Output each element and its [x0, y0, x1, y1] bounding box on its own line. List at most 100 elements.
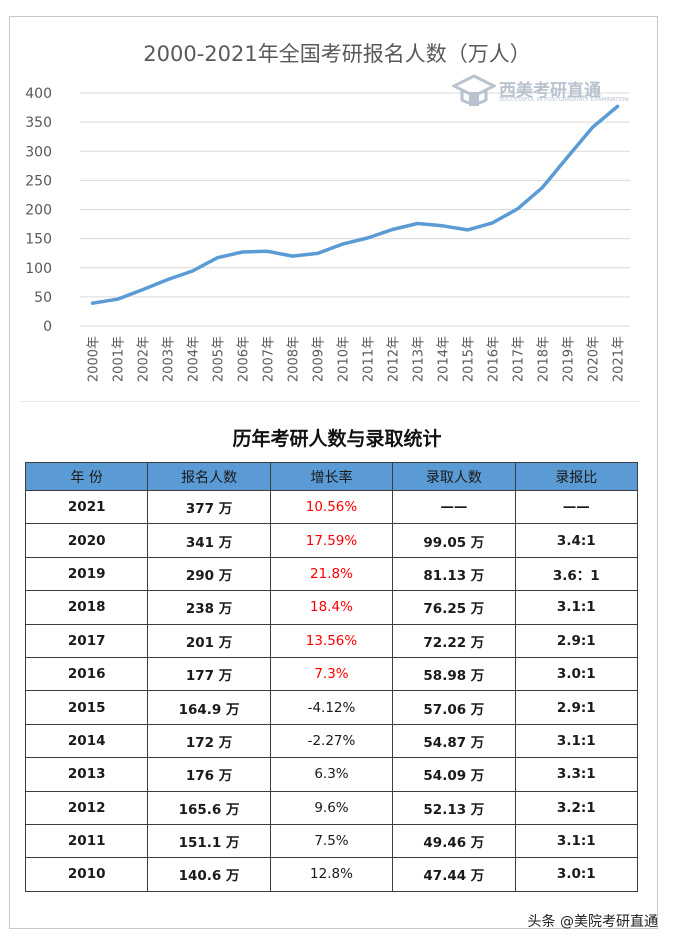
- cell-growth: 9.6%: [269, 790, 394, 825]
- x-tick-label: 2011年: [362, 336, 377, 382]
- cell-applicants: 165.6 万: [147, 790, 271, 825]
- x-tick-label: 2020年: [587, 336, 602, 382]
- cell-growth: 13.56%: [269, 623, 394, 658]
- header-growth: 增长率: [269, 462, 394, 491]
- chart-title: 2000-2021年全国考研报名人数（万人）: [143, 42, 531, 66]
- cell-ratio: 3.6：1: [514, 556, 639, 592]
- cell-admitted: 99.05 万: [392, 523, 516, 558]
- x-tick-label: 2003年: [162, 336, 177, 382]
- series-layer: [90, 104, 620, 305]
- y-tick-label: 250: [25, 173, 52, 189]
- cell-growth: 10.56%: [269, 489, 394, 525]
- cell-applicants: 290 万: [147, 556, 271, 592]
- cell-year: 2019: [24, 556, 149, 592]
- header-ratio: 录报比: [514, 462, 639, 491]
- cell-applicants: 201 万: [147, 623, 271, 658]
- x-tick-label: 2009年: [312, 336, 327, 382]
- line-chart: 0 50 100 150 200 250 300 350 400 2000年 2001年 2002年…: [25, 86, 630, 382]
- table-row: 2015 164.9 万 -4.12% 57.06 万 2.9:1: [24, 690, 639, 725]
- cell-year: 2018: [24, 590, 149, 625]
- x-tick-label: 2013年: [412, 336, 427, 382]
- x-tick-label: 2019年: [562, 336, 577, 382]
- table-row: 2010 140.6 万 12.8% 47.44 万 3.0:1: [24, 857, 639, 892]
- cell-growth: 7.5%: [269, 823, 394, 859]
- cell-ratio: 3.0:1: [514, 857, 639, 892]
- x-tick-label: 2005年: [212, 336, 227, 382]
- cell-ratio: 3.2:1: [514, 790, 639, 825]
- cell-growth: -4.12%: [269, 690, 394, 725]
- cell-year: 2016: [24, 656, 149, 692]
- cell-applicants: 164.9 万: [147, 690, 271, 725]
- y-tick-label: 300: [25, 144, 52, 160]
- header-year: 年 份: [24, 462, 149, 491]
- cell-growth: -2.27%: [269, 723, 394, 759]
- cell-admitted: 47.44 万: [392, 857, 516, 892]
- cell-applicants: 176 万: [147, 757, 271, 792]
- cell-ratio: 2.9:1: [514, 690, 639, 725]
- cell-year: 2014: [24, 723, 149, 759]
- y-axis-ticks: 0 50 100 150 200 250 300 350 400: [25, 86, 52, 335]
- y-tick-label: 0: [43, 319, 52, 335]
- x-tick-label: 2010年: [337, 336, 352, 382]
- header-applicants: 报名人数: [147, 462, 271, 491]
- cell-ratio: ——: [514, 489, 639, 525]
- table-row: 2017 201 万 13.56% 72.22 万 2.9:1: [24, 623, 639, 658]
- x-tick-label: 2008年: [287, 336, 302, 382]
- x-axis-ticks: 2000年 2001年 2002年 2003年 2004年 2005年 2006年 2007年…: [87, 336, 627, 382]
- grid-lines: [80, 92, 630, 327]
- cell-applicants: 172 万: [147, 723, 271, 759]
- x-tick-label: 2021年: [612, 336, 627, 382]
- table-body: 2021 377 万 10.56% —— —— 2020 341 万 17.59% 99.05 …: [24, 489, 639, 892]
- y-tick-label: 400: [25, 86, 52, 102]
- cell-growth: 17.59%: [269, 523, 394, 558]
- cell-year: 2011: [24, 823, 149, 859]
- x-tick-label: 2001年: [112, 336, 127, 382]
- cell-admitted: 72.22 万: [392, 623, 516, 658]
- table-row: 2020 341 万 17.59% 99.05 万 3.4:1: [24, 523, 639, 558]
- cell-admitted: 49.46 万: [392, 823, 516, 859]
- y-tick-label: 150: [25, 232, 52, 248]
- cell-ratio: 3.1:1: [514, 723, 639, 759]
- table-row: 2011 151.1 万 7.5% 49.46 万 3.1:1: [24, 823, 639, 859]
- cell-ratio: 3.4:1: [514, 523, 639, 558]
- y-tick-label: 200: [25, 203, 52, 219]
- x-tick-label: 2004年: [187, 336, 202, 382]
- cell-growth: 18.4%: [269, 590, 394, 625]
- cell-admitted: 54.87 万: [392, 723, 516, 759]
- cell-admitted: ——: [392, 489, 516, 525]
- cell-year: 2015: [24, 690, 149, 725]
- table-row: 2018 238 万 18.4% 76.25 万 3.1:1: [24, 590, 639, 625]
- cell-applicants: 377 万: [147, 489, 271, 525]
- cell-year: 2020: [24, 523, 149, 558]
- cell-admitted: 52.13 万: [392, 790, 516, 825]
- cell-year: 2017: [24, 623, 149, 658]
- table-header-row: 年 份 报名人数 增长率 录取人数 录报比: [24, 462, 639, 491]
- cell-year: 2010: [24, 857, 149, 892]
- table-row: 2016 177 万 7.3% 58.98 万 3.0:1: [24, 656, 639, 692]
- x-tick-label: 2014年: [437, 336, 452, 382]
- cell-year: 2013: [24, 757, 149, 792]
- y-tick-label: 350: [25, 115, 52, 131]
- cell-admitted: 76.25 万: [392, 590, 516, 625]
- table-row: 2013 176 万 6.3% 54.09 万 3.3:1: [24, 757, 639, 792]
- y-tick-label: 50: [34, 290, 52, 306]
- cell-growth: 12.8%: [269, 857, 394, 892]
- x-tick-label: 2000年: [87, 336, 102, 382]
- x-tick-label: 2015年: [462, 336, 477, 382]
- cell-applicants: 341 万: [147, 523, 271, 558]
- x-tick-label: 2017年: [512, 336, 527, 382]
- cell-admitted: 81.13 万: [392, 556, 516, 592]
- cell-ratio: 3.3:1: [514, 757, 639, 792]
- table-row: 2019 290 万 21.8% 81.13 万 3.6：1: [24, 556, 639, 592]
- cell-applicants: 177 万: [147, 656, 271, 692]
- source-credit: 头条 @美院考研直通: [527, 914, 658, 930]
- cell-applicants: 140.6 万: [147, 857, 271, 892]
- cell-ratio: 3.1:1: [514, 823, 639, 859]
- x-tick-label: 2006年: [237, 336, 252, 382]
- x-tick-label: 2012年: [387, 336, 402, 382]
- cell-ratio: 2.9:1: [514, 623, 639, 658]
- cell-ratio: 3.0:1: [514, 656, 639, 692]
- x-tick-label: 2007年: [262, 336, 277, 382]
- cell-ratio: 3.1:1: [514, 590, 639, 625]
- x-tick-label: 2002年: [137, 336, 152, 382]
